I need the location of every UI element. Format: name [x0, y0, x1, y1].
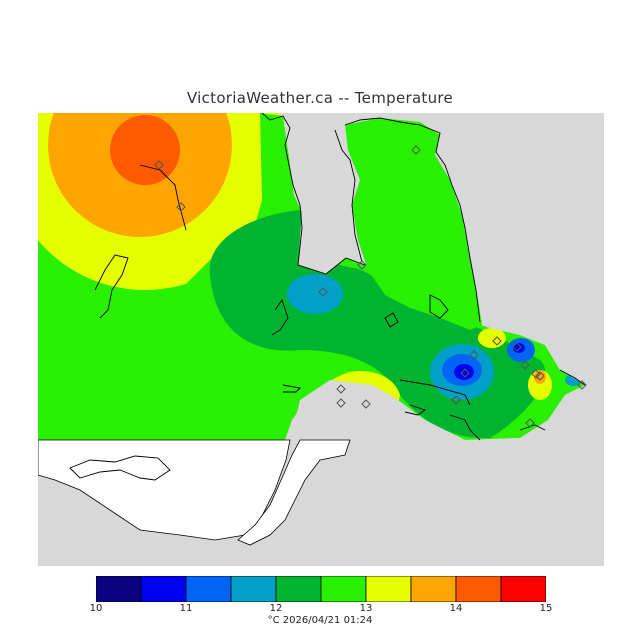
map-caption: °C 2026/04/21 01:24: [267, 615, 373, 626]
legend-tick-label: 11: [179, 603, 193, 614]
legend-bin: [140, 576, 187, 602]
temperature-field-cyan-west: [287, 274, 343, 314]
legend-bin: [320, 576, 367, 602]
station-marker: [520, 360, 530, 370]
station-marker: [512, 342, 522, 352]
station-marker: [336, 384, 346, 394]
legend-bin: [185, 576, 232, 602]
legend-bin: [275, 576, 322, 602]
station-marker: [361, 399, 371, 409]
temperature-field-darkblue-center: [454, 364, 474, 380]
legend-bin: [455, 576, 502, 602]
temperature-field-orange-southeast: [534, 370, 546, 384]
station-marker: [357, 260, 367, 270]
legend-bin: [230, 576, 277, 602]
legend-tick-label: 12: [269, 603, 283, 614]
legend-bin: [410, 576, 457, 602]
legend-bin: [96, 576, 142, 602]
white-landmass-south-east: [237, 439, 351, 546]
station-marker: [451, 395, 461, 405]
legend-bin: [500, 576, 546, 602]
station-marker: [154, 160, 164, 170]
station-marker: [469, 350, 479, 360]
station-marker: [176, 202, 186, 212]
legend-tick-label: 13: [359, 603, 373, 614]
station-marker: [577, 380, 587, 390]
legend-tick-label: 15: [539, 603, 553, 614]
legend-tick-label: 10: [89, 603, 103, 614]
station-markers: [154, 145, 587, 428]
station-marker: [318, 287, 328, 297]
map-title: VictoriaWeather.ca -- Temperature: [186, 89, 454, 107]
coastlines: [69, 113, 586, 481]
temperature-field-yellow-east: [478, 328, 506, 348]
color-legend: [96, 576, 546, 602]
station-marker: [336, 398, 346, 408]
station-marker: [492, 336, 502, 346]
legend-tick-label: 14: [449, 603, 463, 614]
station-marker: [535, 371, 545, 381]
island-temperature-field: [345, 118, 482, 330]
station-marker: [460, 368, 470, 378]
white-landmass-south: [38, 439, 291, 541]
temperature-map: [38, 113, 604, 566]
legend-bin: [365, 576, 412, 602]
station-marker: [525, 418, 535, 428]
temperature-field-yellow-southeast: [528, 370, 552, 400]
station-marker: [411, 145, 421, 155]
